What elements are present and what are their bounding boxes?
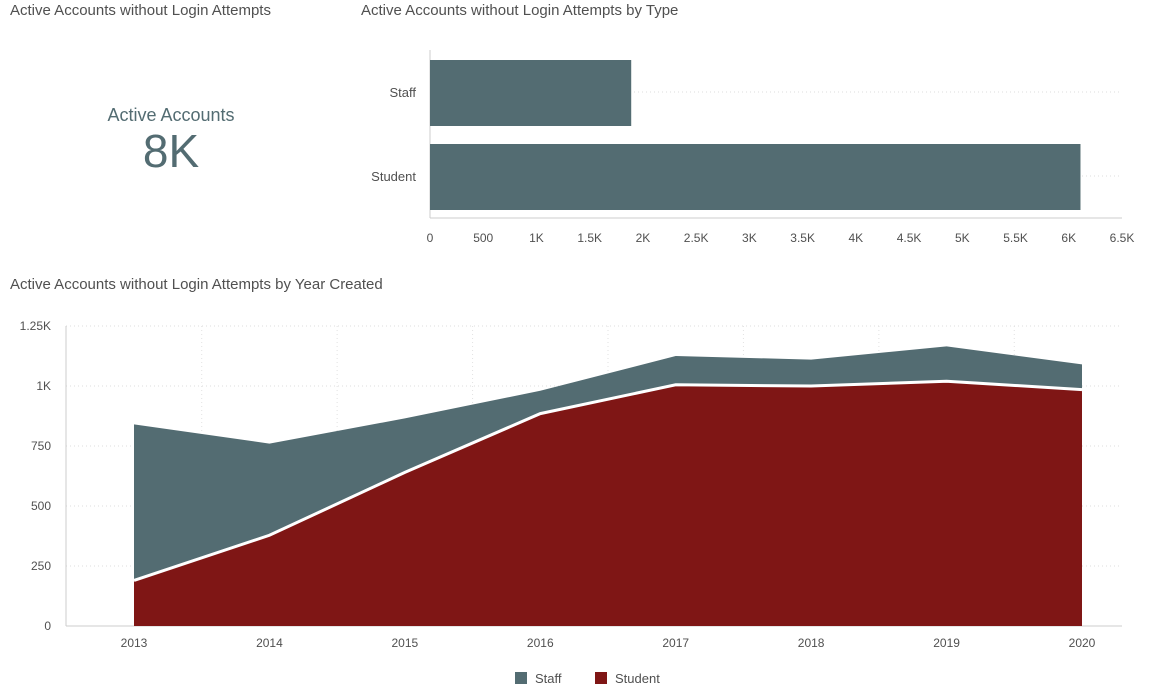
area-x-tick-label: 2018 <box>798 636 825 650</box>
bar-student <box>430 144 1081 210</box>
bar-x-tick-label: 4K <box>849 231 864 245</box>
kpi-value: 8K <box>142 125 200 177</box>
bar-chart-title: Active Accounts without Login Attempts b… <box>361 2 679 19</box>
bar-x-tick-label: 6K <box>1061 231 1076 245</box>
bar-x-tick-label: 2K <box>636 231 651 245</box>
area-x-tick-label: 2015 <box>392 636 419 650</box>
legend-swatch-student <box>595 672 607 684</box>
legend-label-student: Student <box>615 671 660 686</box>
area-y-tick-label: 1.25K <box>20 319 51 333</box>
area-series-staff <box>134 346 1082 581</box>
kpi-label: Active Accounts <box>107 105 235 125</box>
bar-x-tick-label: 0 <box>427 231 434 245</box>
bar-x-tick-label: 1.5K <box>577 231 602 245</box>
area-y-tick-label: 250 <box>31 559 51 573</box>
bar-x-tick-label: 1K <box>529 231 544 245</box>
bar-staff <box>430 60 632 126</box>
area-x-tick-label: 2014 <box>256 636 283 650</box>
area-y-tick-label: 1K <box>36 379 51 393</box>
area-chart-title: Active Accounts without Login Attempts b… <box>10 276 383 293</box>
area-x-tick-label: 2019 <box>933 636 960 650</box>
bar-category-label: Student <box>371 169 416 184</box>
area-y-tick-label: 0 <box>44 619 51 633</box>
area-y-tick-label: 500 <box>31 499 51 513</box>
area-y-tick-label: 750 <box>31 439 51 453</box>
bar-x-tick-label: 4.5K <box>897 231 922 245</box>
bar-chart: Staff Student 0 500 1K 1.5K 2K 2.5K 3K 3.5K 4K 4.5K… <box>371 50 1135 245</box>
area-x-tick-label: 2013 <box>121 636 148 650</box>
legend-label-staff: Staff <box>535 671 562 686</box>
kpi-card: Active Accounts 8K <box>60 105 282 174</box>
bar-x-tick-label: 500 <box>473 231 493 245</box>
bar-x-tick-label: 3.5K <box>790 231 815 245</box>
bar-x-tick-label: 3K <box>742 231 757 245</box>
area-x-tick-label: 2020 <box>1069 636 1096 650</box>
kpi-panel-title: Active Accounts without Login Attempts <box>10 2 271 19</box>
area-series-student <box>134 381 1082 626</box>
legend-swatch-staff <box>515 672 527 684</box>
area-series-boundary-line <box>133 379 1083 582</box>
bar-x-tick-label: 5K <box>955 231 970 245</box>
bar-x-tick-label: 5.5K <box>1003 231 1028 245</box>
bar-x-tick-label: 2.5K <box>684 231 709 245</box>
area-x-tick-label: 2016 <box>527 636 554 650</box>
bar-x-tick-label: 6.5K <box>1110 231 1135 245</box>
bar-category-label: Staff <box>389 85 416 100</box>
area-x-tick-label: 2017 <box>662 636 689 650</box>
